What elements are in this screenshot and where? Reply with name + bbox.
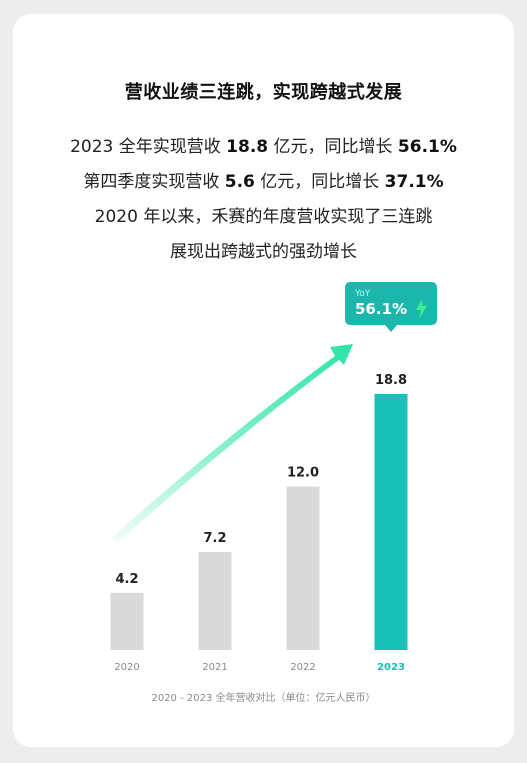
chart-caption: 2020 - 2023 全年营收对比（单位：亿元人民币） (151, 693, 376, 704)
yoy-callout (345, 282, 437, 325)
infographic-card: 营收业绩三连跳，实现跨越式发展 2023 全年实现营收 18.8 亿元，同比增长… (13, 14, 514, 747)
bar-2022 (286, 486, 320, 650)
trend-arrow (111, 344, 353, 544)
bar-2023 (374, 393, 408, 650)
summary-line-3: 2020 年以来，禾赛的年度营收实现了三连跳 (94, 207, 433, 227)
summary-line-1: 2023 全年实现营收 18.8 亿元，同比增长 56.1% (13, 132, 514, 157)
category-label-2020: 2020 (114, 662, 139, 673)
summary-line-4: 展现出跨越式的强劲增长 (170, 242, 357, 262)
category-label-2023: 2023 (377, 662, 405, 673)
up-arrow-icon (416, 299, 427, 319)
summary-line-2: 第四季度实现营收 5.6 亿元，同比增长 37.1% (13, 167, 514, 192)
annual-revenue-value: 18.8 (226, 137, 269, 157)
annual-growth-value: 56.1% (397, 137, 457, 157)
category-label-2022: 2022 (290, 662, 315, 673)
value-label-2021: 7.2 (203, 531, 226, 546)
category-label-2021: 2021 (202, 662, 227, 673)
headline: 营收业绩三连跳，实现跨越式发展 (124, 82, 403, 103)
summary-text: 亿元，同比增长 (254, 172, 385, 192)
value-label-2022: 12.0 (287, 466, 319, 481)
summary-text: 第四季度实现营收 (83, 172, 225, 192)
summary-text: 亿元，同比增长 (268, 137, 398, 157)
summary-text: 2023 全年实现营收 (70, 137, 227, 157)
yoy-value: 56.1% (355, 300, 407, 318)
value-label-2023: 18.8 (375, 373, 407, 388)
bar-2020 (110, 592, 144, 650)
q4-growth-value: 37.1% (384, 172, 444, 192)
value-label-2020: 4.2 (115, 572, 138, 587)
yoy-label: YoY (354, 289, 371, 299)
bar-2021 (198, 551, 232, 650)
yoy-callout-pointer (385, 325, 397, 332)
q4-revenue-value: 5.6 (224, 172, 255, 192)
